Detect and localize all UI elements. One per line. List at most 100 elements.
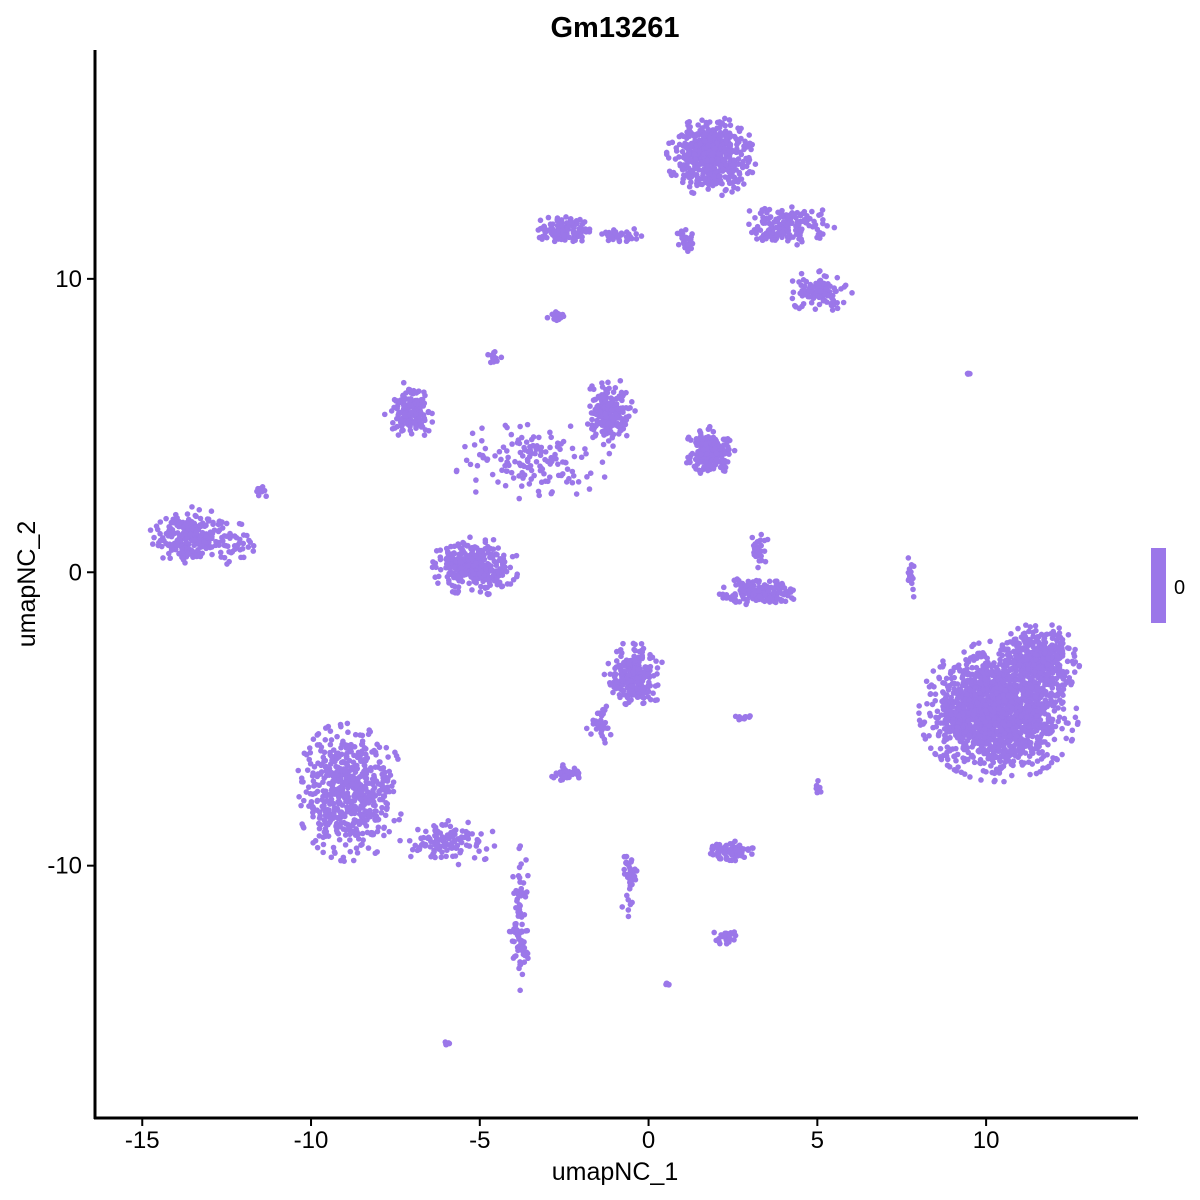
data-point bbox=[389, 783, 395, 789]
data-point bbox=[802, 218, 809, 224]
data-point bbox=[709, 157, 716, 164]
data-point bbox=[785, 213, 791, 220]
data-point bbox=[801, 208, 808, 215]
data-point bbox=[535, 488, 542, 495]
data-point bbox=[405, 418, 412, 425]
data-point bbox=[466, 580, 472, 587]
data-point bbox=[987, 668, 994, 675]
data-point bbox=[197, 515, 204, 522]
data-point bbox=[742, 142, 749, 148]
data-point bbox=[720, 584, 727, 591]
data-point bbox=[1069, 736, 1076, 743]
data-point bbox=[567, 423, 574, 430]
data-point bbox=[946, 724, 952, 731]
data-point bbox=[555, 236, 562, 242]
data-point bbox=[941, 680, 948, 687]
data-point bbox=[996, 770, 1003, 776]
data-point bbox=[654, 682, 661, 688]
data-point bbox=[716, 173, 723, 180]
data-point bbox=[817, 277, 824, 284]
data-point bbox=[679, 165, 686, 171]
data-point bbox=[731, 178, 737, 185]
data-point bbox=[467, 461, 474, 468]
data-point bbox=[589, 416, 595, 423]
data-point bbox=[617, 377, 624, 384]
data-point bbox=[700, 446, 707, 453]
data-point bbox=[746, 208, 753, 214]
data-point bbox=[743, 163, 750, 170]
data-point bbox=[639, 687, 646, 693]
data-point bbox=[944, 736, 950, 742]
data-point bbox=[951, 674, 958, 681]
data-point bbox=[455, 584, 462, 590]
data-point bbox=[759, 237, 766, 244]
data-point bbox=[470, 571, 477, 577]
data-point bbox=[509, 441, 515, 447]
data-point bbox=[1017, 704, 1024, 711]
data-point bbox=[1056, 625, 1062, 631]
data-point bbox=[594, 417, 600, 424]
data-point bbox=[774, 578, 780, 585]
data-point bbox=[569, 479, 576, 486]
data-point bbox=[694, 454, 701, 461]
data-point bbox=[490, 536, 497, 543]
data-point bbox=[1019, 687, 1026, 694]
data-point bbox=[1000, 743, 1007, 750]
data-point bbox=[232, 546, 238, 553]
data-point bbox=[221, 554, 228, 561]
data-point bbox=[840, 299, 847, 306]
data-point bbox=[974, 700, 980, 706]
data-point bbox=[166, 523, 172, 530]
data-point bbox=[261, 487, 268, 494]
data-point bbox=[634, 694, 641, 701]
data-point bbox=[496, 448, 503, 455]
data-point bbox=[503, 568, 510, 575]
data-point bbox=[940, 690, 947, 696]
data-point bbox=[479, 425, 485, 431]
data-point bbox=[209, 534, 215, 540]
data-point bbox=[557, 446, 563, 453]
data-point bbox=[683, 234, 689, 241]
data-point bbox=[607, 682, 614, 688]
data-point bbox=[537, 217, 544, 224]
data-point bbox=[970, 711, 976, 718]
data-point bbox=[634, 675, 641, 682]
data-point bbox=[579, 238, 585, 244]
data-point bbox=[322, 737, 329, 743]
data-point bbox=[577, 232, 584, 238]
data-point bbox=[767, 214, 774, 220]
data-point bbox=[1010, 758, 1017, 765]
data-point bbox=[1024, 713, 1030, 720]
data-point bbox=[722, 122, 728, 129]
data-point bbox=[502, 482, 509, 489]
data-point bbox=[693, 165, 700, 171]
data-point bbox=[601, 474, 608, 480]
data-point bbox=[184, 511, 191, 517]
data-point bbox=[495, 569, 502, 575]
data-point bbox=[185, 551, 191, 557]
data-point bbox=[710, 428, 717, 435]
data-point bbox=[989, 769, 995, 776]
data-point bbox=[618, 394, 625, 401]
data-point bbox=[622, 421, 629, 428]
data-point bbox=[219, 525, 226, 531]
data-point bbox=[943, 753, 950, 760]
data-point bbox=[328, 854, 335, 861]
data-point bbox=[673, 172, 679, 178]
data-point bbox=[195, 540, 202, 546]
data-point bbox=[819, 220, 826, 227]
data-point bbox=[608, 407, 615, 413]
data-point bbox=[575, 479, 582, 485]
data-point bbox=[1007, 675, 1013, 681]
data-point bbox=[653, 658, 659, 664]
data-point bbox=[1007, 732, 1013, 739]
data-point bbox=[521, 444, 527, 451]
data-point bbox=[383, 744, 390, 751]
data-point bbox=[654, 697, 660, 703]
data-point bbox=[943, 716, 950, 722]
data-point bbox=[1017, 745, 1024, 751]
data-point bbox=[675, 241, 682, 248]
data-point bbox=[1022, 743, 1029, 749]
data-point bbox=[736, 176, 743, 183]
data-point bbox=[516, 460, 523, 467]
